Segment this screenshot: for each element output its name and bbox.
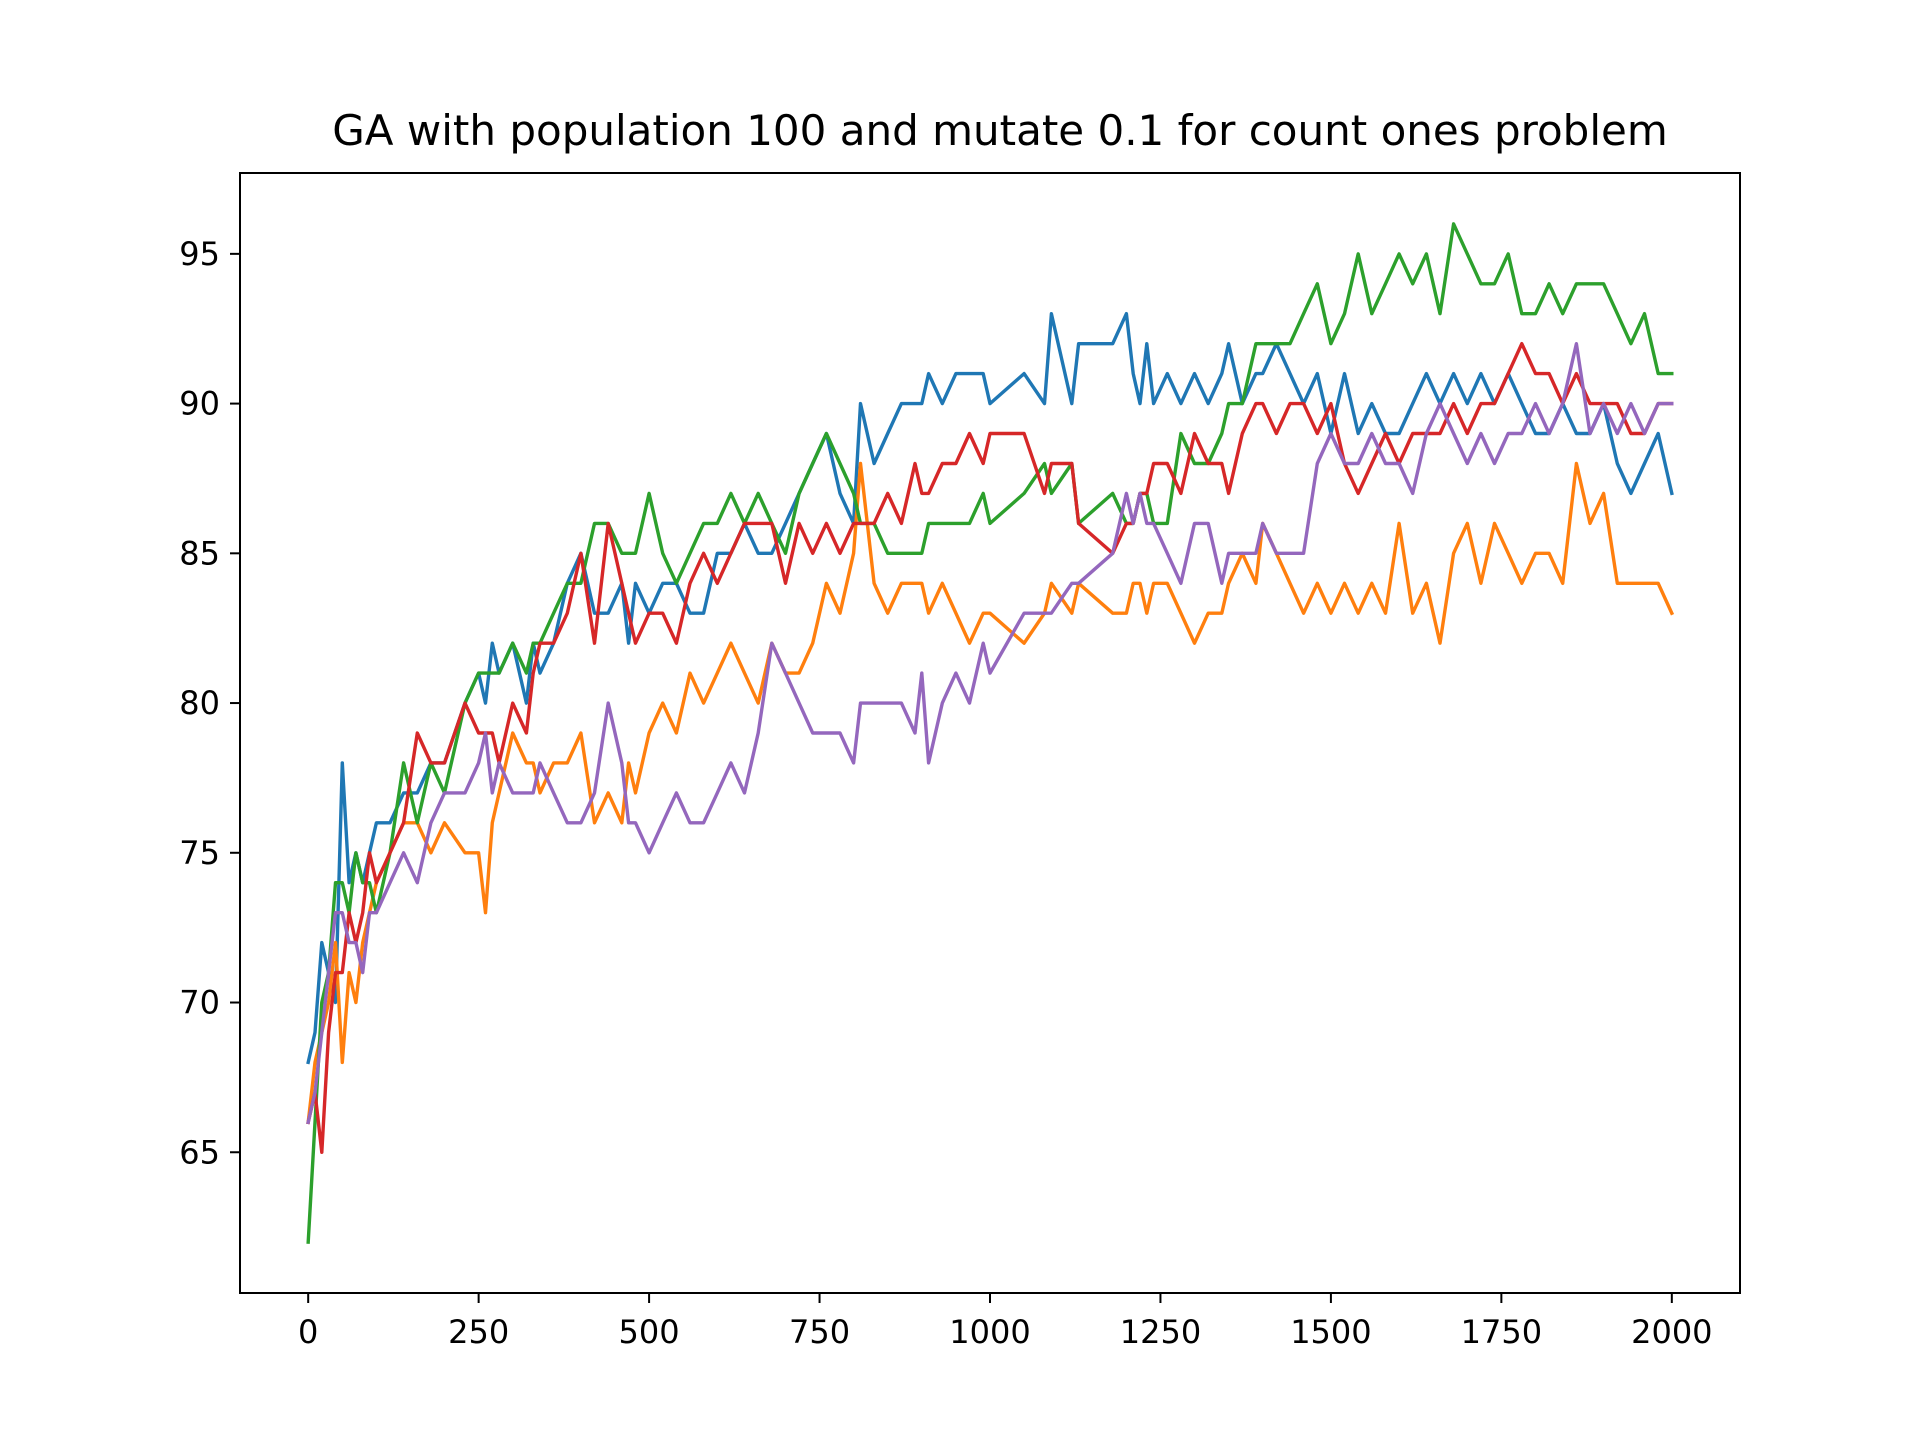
- x-tick-label: 750: [789, 1313, 850, 1351]
- series-lines: [306, 222, 1675, 1244]
- x-tick-label: 2000: [1631, 1313, 1712, 1351]
- x-tick-label: 1500: [1290, 1313, 1371, 1351]
- x-tick-label: 500: [619, 1313, 680, 1351]
- y-tick-label: 95: [179, 235, 220, 273]
- y-tick-label: 90: [179, 385, 220, 423]
- plot-frame: [239, 172, 1741, 1294]
- y-tick-label: 70: [179, 984, 220, 1022]
- x-axis: 0 250 500 750 1000 1250 1500 1750 2000: [298, 1293, 1713, 1351]
- series-line-4: [306, 342, 1674, 1154]
- y-axis: 65 70 75 80 85 90 95: [179, 235, 240, 1171]
- series-line-3: [306, 222, 1674, 1244]
- chart-title: GA with population 100 and mutate 0.1 fo…: [332, 106, 1667, 155]
- x-tick-label: 0: [298, 1313, 318, 1351]
- x-tick-label: 1000: [949, 1313, 1030, 1351]
- y-tick-label: 80: [179, 684, 220, 722]
- x-tick-label: 1750: [1461, 1313, 1542, 1351]
- y-tick-label: 65: [179, 1133, 220, 1171]
- x-tick-label: 250: [448, 1313, 509, 1351]
- series-line-5: [306, 342, 1674, 1125]
- x-tick-label: 1250: [1120, 1313, 1201, 1351]
- y-tick-label: 85: [179, 534, 220, 572]
- series-line-2: [306, 461, 1675, 1125]
- series-line-1: [306, 312, 1674, 1065]
- y-tick-label: 75: [179, 834, 220, 872]
